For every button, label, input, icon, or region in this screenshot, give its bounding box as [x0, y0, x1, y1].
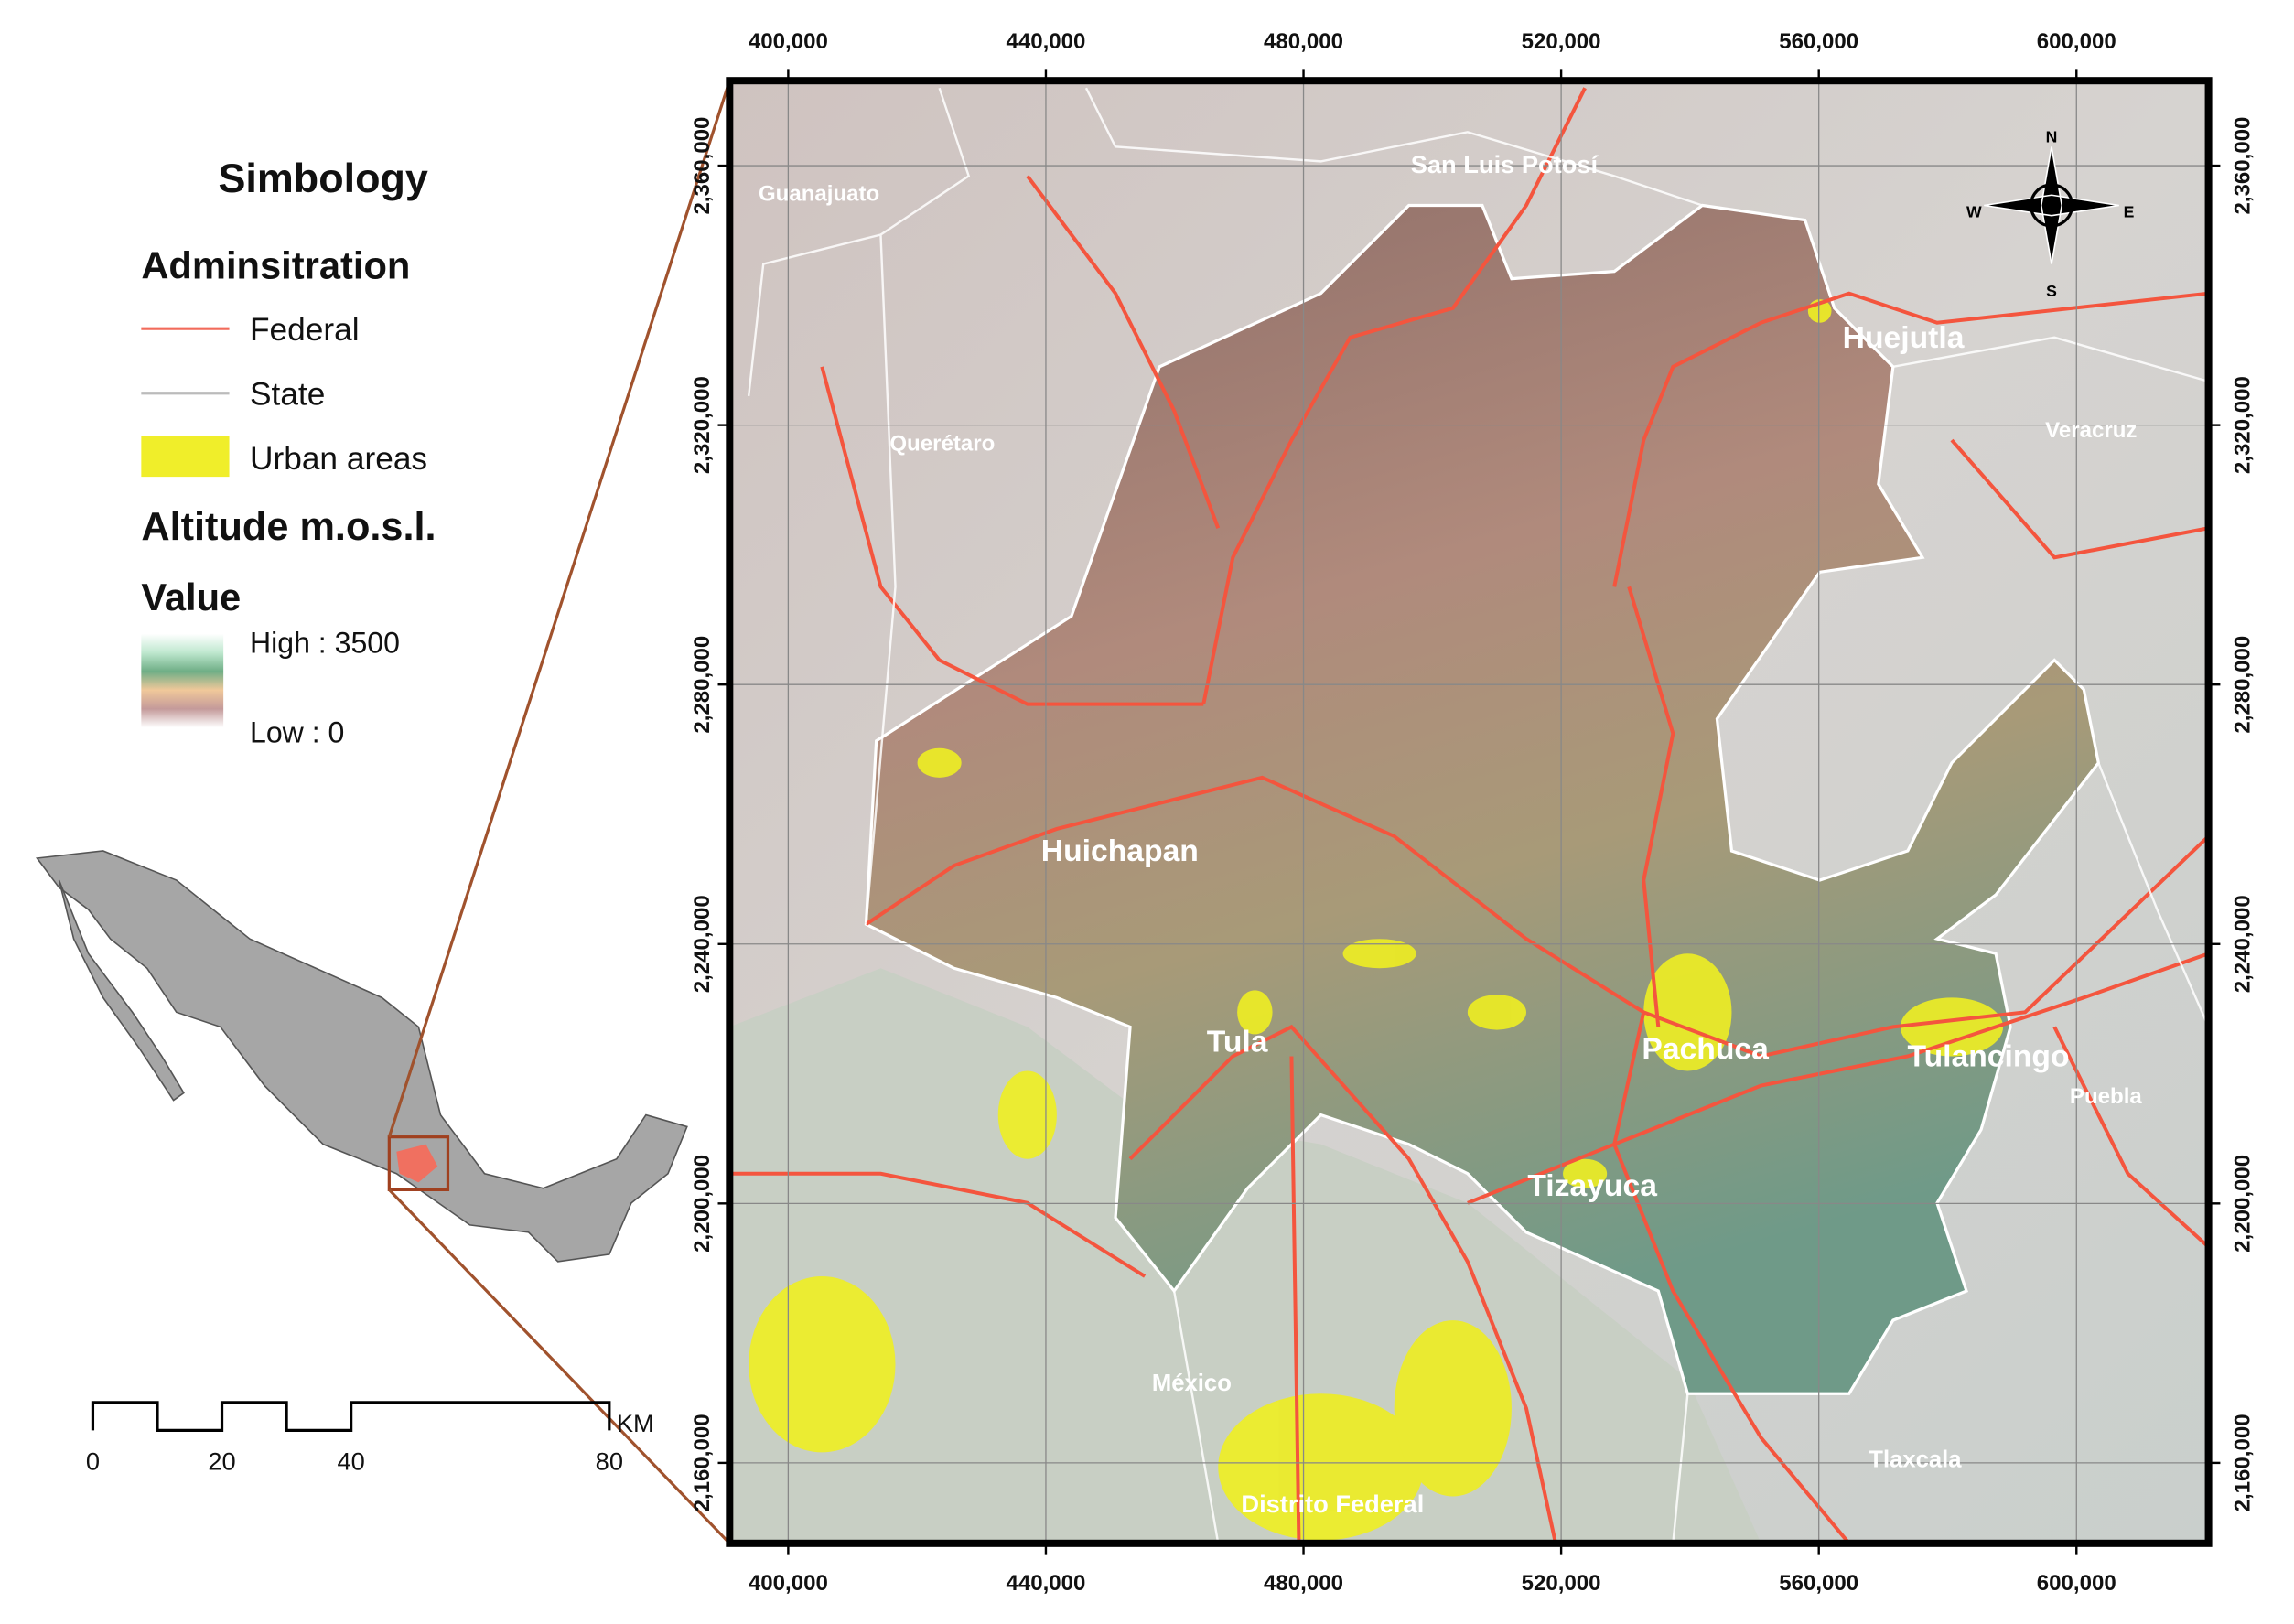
legend-heading: Altitude m.o.s.l. [141, 505, 436, 549]
x-tick-label: 440,000 [1006, 29, 1085, 54]
grid [729, 81, 2209, 1543]
x-tick-label: 400,000 [749, 29, 828, 54]
x-tick-label: 600,000 [2037, 29, 2116, 54]
inset-map [36, 80, 731, 1544]
altitude-ramp [141, 633, 224, 728]
legend-high: High : 3500 [250, 627, 400, 660]
place-label: Pachuca [1642, 1033, 1769, 1067]
y-tick-label: 2,320,000 [2230, 376, 2255, 474]
legend: Simbology Adminsitration Federal State U… [141, 155, 436, 748]
compass: N S E W [1966, 128, 2135, 300]
x-tick-label: 440,000 [1006, 1571, 1085, 1596]
place-label: Distrito Federal [1241, 1490, 1424, 1518]
y-tick-label: 2,160,000 [2230, 1414, 2255, 1511]
place-label: México [1152, 1371, 1232, 1396]
y-tick-label: 2,240,000 [690, 895, 715, 993]
scale-unit: KM [617, 1409, 654, 1437]
place-label: Huejutla [1843, 321, 1965, 355]
x-tick-label: 560,000 [1779, 29, 1858, 54]
place-label: Tulancingo [1908, 1040, 2070, 1074]
x-tick-label: 480,000 [1264, 29, 1343, 54]
compass-label: N [2046, 128, 2058, 146]
legend-heading: Adminsitration [141, 244, 410, 287]
legend-heading: Value [141, 575, 241, 618]
y-tick-label: 2,240,000 [2230, 895, 2255, 993]
scale-label: 40 [337, 1447, 364, 1476]
y-tick-label: 2,200,000 [690, 1155, 715, 1253]
compass-label: E [2124, 202, 2135, 220]
place-label: Veracruz [2045, 418, 2137, 443]
place-label: Huichapan [1041, 834, 1199, 868]
place-label: Puebla [2070, 1084, 2142, 1109]
urban-swatch [141, 436, 230, 478]
place-label: Tizayuca [1527, 1169, 1657, 1203]
compass-label: S [2046, 282, 2057, 300]
map-frame [726, 77, 2213, 1547]
y-tick-label: 2,320,000 [690, 376, 715, 474]
legend-title: Simbology [218, 155, 427, 201]
x-tick-label: 480,000 [1264, 1571, 1343, 1596]
scale-label: 20 [208, 1447, 235, 1476]
place-label: Querétaro [889, 431, 995, 456]
x-tick-label: 520,000 [1522, 1571, 1601, 1596]
legend-item: State [250, 377, 325, 413]
scale-bar: 0 20 40 80 KM [86, 1401, 654, 1476]
x-tick-label: 560,000 [1779, 1571, 1858, 1596]
legend-item: Urban areas [250, 441, 427, 477]
y-tick-label: 2,360,000 [2230, 117, 2255, 215]
x-tick-label: 600,000 [2037, 1571, 2116, 1596]
scale-label: 80 [596, 1447, 623, 1476]
compass-label: W [1966, 202, 1982, 220]
x-tick-label: 400,000 [749, 1571, 828, 1596]
place-label: Tlaxcala [1869, 1447, 1962, 1472]
place-label: Guanajuato [759, 182, 879, 207]
y-tick-label: 2,280,000 [690, 636, 715, 734]
scale-label: 0 [86, 1447, 100, 1476]
place-label: Tula [1207, 1026, 1268, 1059]
ticks: 400,000 400,000 440,000 440,000 480,000 480,0… [690, 29, 2256, 1596]
y-tick-label: 2,160,000 [690, 1414, 715, 1511]
map-body: N S E W Guanajuato San Luis Potosí Queré… [729, 81, 2209, 1543]
legend-low: Low : 0 [250, 715, 344, 748]
y-tick-label: 2,200,000 [2230, 1155, 2255, 1253]
place-label: San Luis Potosí [1411, 150, 1599, 178]
legend-item: Federal [250, 312, 360, 348]
y-tick-label: 2,280,000 [2230, 636, 2255, 734]
y-tick-label: 2,360,000 [690, 117, 715, 215]
x-tick-label: 520,000 [1522, 29, 1601, 54]
